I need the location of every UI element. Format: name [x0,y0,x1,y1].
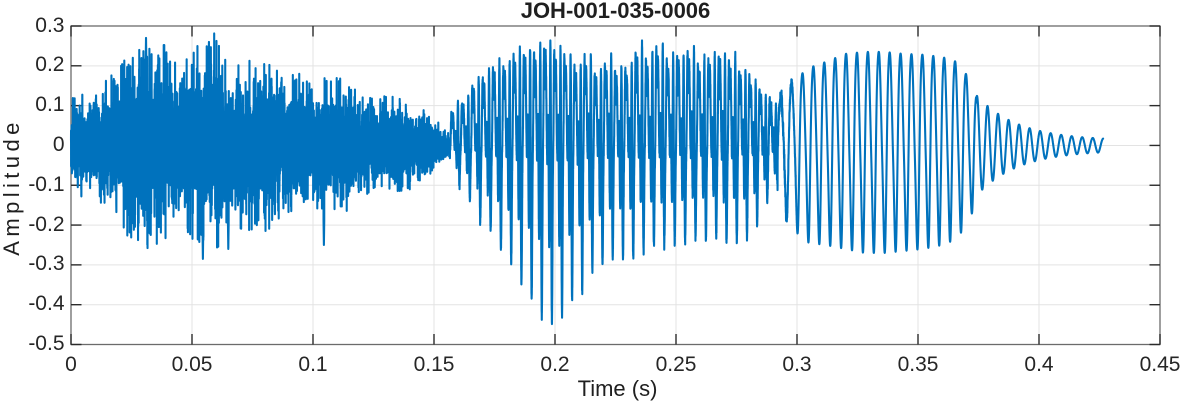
y-tick-label: -0.4 [28,292,65,316]
x-tick-label: 0.15 [413,352,455,376]
x-tick-label: 0.05 [171,352,213,376]
y-tick-label: 0.2 [35,53,65,77]
y-tick-label: -0.5 [28,332,65,355]
y-tick-label: 0.1 [35,93,65,117]
y-tick-label: 0 [52,132,65,156]
x-tick-label: 0.4 [1024,352,1054,376]
waveform-line [69,32,1105,326]
y-tick-label: 0.3 [35,13,65,37]
y-tick-label: -0.1 [28,172,65,196]
x-tick-label: 0.3 [782,352,812,376]
x-tick-label: 0.45 [1139,352,1181,376]
x-tick-label: 0.2 [540,352,570,376]
y-tick-label: -0.2 [28,212,65,236]
x-tick-label: 0.25 [655,352,697,376]
chart-title: JOH-001-035-0006 [520,0,711,23]
x-tick-label: 0.35 [897,352,939,376]
x-axis-label: Time (s) [577,375,658,401]
y-tick-label: -0.3 [28,252,65,276]
x-tick-label: 0 [65,352,77,376]
x-tick-label: 0.1 [298,352,328,376]
